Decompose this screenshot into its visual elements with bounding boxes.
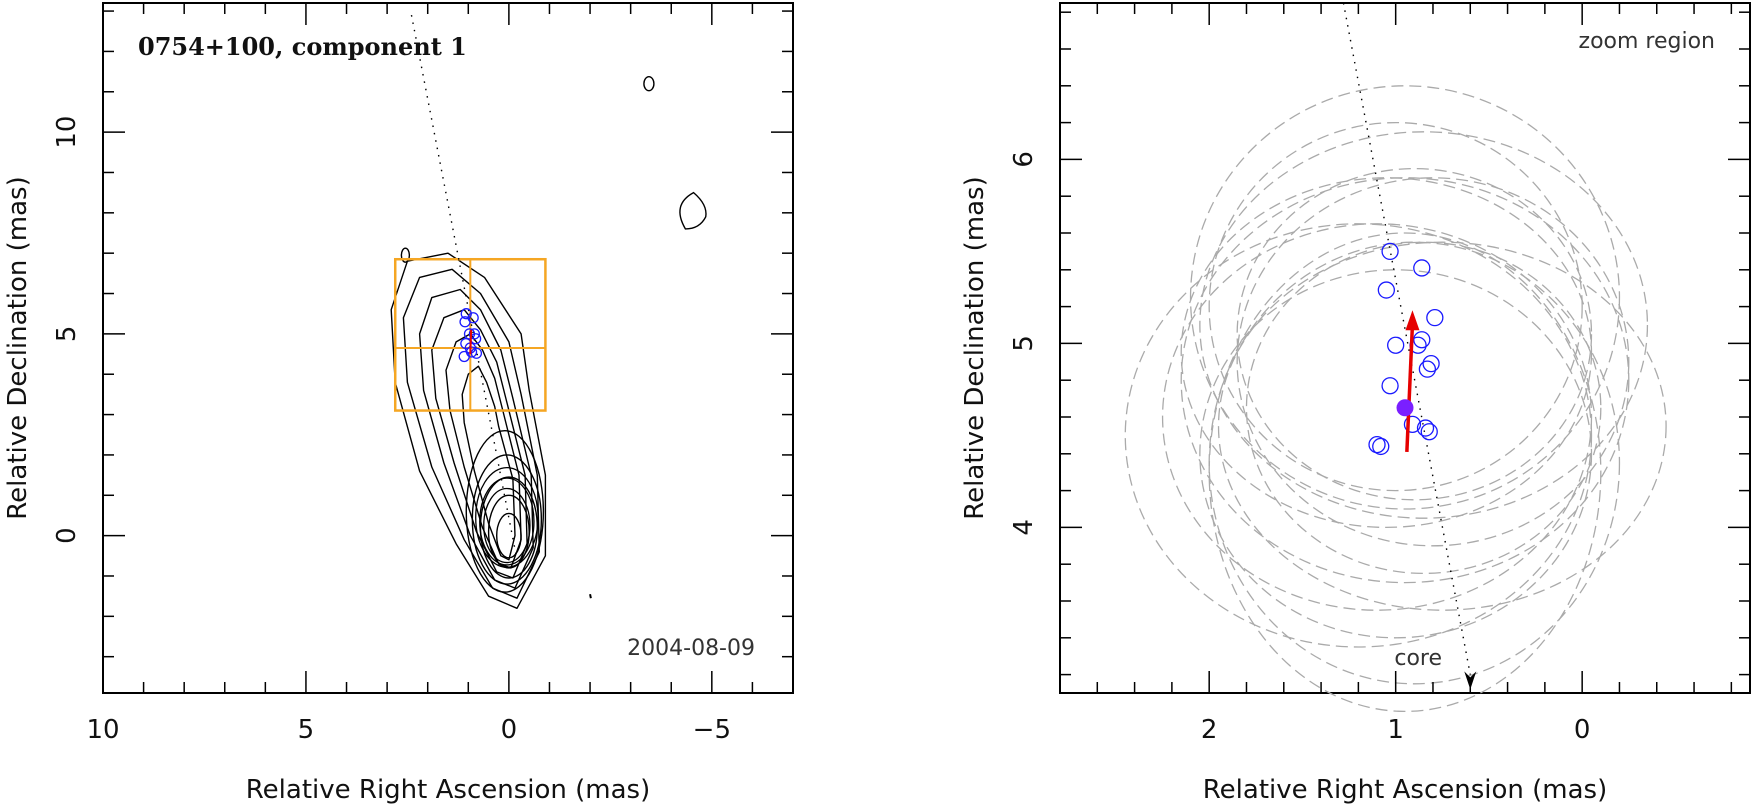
left-x-axis-label: Relative Right Ascension (mas) (246, 775, 650, 805)
x-tick-label: 1 (1387, 715, 1404, 745)
component-point (1377, 281, 1396, 299)
left-panel: 10 5 0 −5 0 5 10 0754+100, component 1 2004-08… (3, 2, 794, 805)
component-point (1416, 419, 1435, 437)
isolated-contour (589, 593, 592, 599)
error-ellipse (1161, 223, 1593, 611)
component-point (1403, 415, 1422, 434)
core-contour-inner (475, 466, 539, 569)
trajectory-line (410, 14, 518, 560)
motion-vector-arrowhead (1405, 310, 1420, 331)
left-ticks: 10 5 0 −5 0 5 10 (52, 3, 794, 745)
core-contour-inner (479, 477, 535, 566)
y-tick-label: 4 (1009, 519, 1039, 536)
component-point (1413, 331, 1431, 349)
jet-contour (418, 288, 534, 589)
isolated-contour (643, 76, 655, 92)
component-point (1413, 259, 1431, 277)
error-ellipse (1245, 241, 1602, 575)
component-point (467, 312, 479, 324)
component-point (1387, 336, 1405, 354)
left-contours (390, 76, 707, 609)
error-ellipse (1236, 177, 1630, 547)
error-ellipse (1124, 223, 1593, 648)
jet-contour (461, 365, 516, 561)
x-tick-label: 0 (1574, 715, 1591, 745)
left-marks (393, 14, 547, 560)
left-y-axis-label: Relative Declination (mas) (3, 176, 33, 519)
x-tick-label: 0 (501, 715, 518, 745)
component-point (1418, 360, 1437, 378)
trajectory-line (1342, 2, 1471, 675)
jet-contour (390, 252, 547, 609)
right-zoom-annotation: zoom region (1579, 29, 1715, 54)
error-ellipse (1208, 232, 1602, 713)
component-point (468, 328, 481, 340)
error-ellipse (1208, 121, 1583, 492)
x-tick-label: −5 (693, 715, 731, 745)
right-marks (1342, 2, 1477, 690)
jet-contour (431, 309, 528, 579)
right-plot-frame (1059, 2, 1751, 694)
y-tick-label: 6 (1009, 151, 1039, 168)
right-error-ellipses (1124, 85, 1667, 713)
motion-vector-small (469, 329, 473, 355)
error-ellipse (1199, 269, 1593, 639)
right-ticks: 2 1 0 4 5 6 (1009, 3, 1750, 745)
error-ellipse (1236, 167, 1593, 501)
left-title: 0754+100, component 1 (138, 32, 467, 61)
error-ellipse (1180, 177, 1593, 529)
component-point (1422, 354, 1440, 373)
core-contour (465, 430, 545, 593)
core-contour (471, 454, 543, 585)
error-ellipse (1217, 241, 1667, 611)
core-contour-inner (483, 487, 531, 564)
error-ellipse (1199, 131, 1649, 519)
mean-position-marker (1396, 399, 1414, 417)
x-tick-label: 2 (1201, 715, 1218, 745)
right-core-annotation: core (1394, 646, 1442, 671)
right-panel: 2 1 0 4 5 6 zoom region core Relative Right A… (960, 2, 1751, 805)
x-tick-label: 5 (298, 715, 315, 745)
component-point (1420, 423, 1438, 441)
error-ellipse (1189, 85, 1621, 510)
right-y-axis-label: Relative Declination (mas) (960, 176, 990, 519)
component-point (1381, 242, 1399, 261)
y-tick-label: 5 (1009, 335, 1039, 352)
left-date-label: 2004-08-09 (627, 636, 755, 661)
component-point (1372, 437, 1390, 456)
component-point (1426, 308, 1444, 327)
component-point (1368, 435, 1386, 454)
isolated-contour (400, 247, 411, 263)
y-tick-label: 0 (52, 527, 82, 544)
component-point (1381, 377, 1399, 395)
error-ellipse (1180, 177, 1630, 584)
y-tick-label: 10 (52, 116, 82, 149)
right-x-axis-label: Relative Right Ascension (mas) (1203, 775, 1607, 805)
motion-vector (1405, 324, 1415, 453)
isolated-contour (679, 191, 707, 230)
left-plot-frame (102, 2, 794, 694)
core-arrow-icon (1464, 671, 1477, 690)
x-tick-label: 10 (86, 715, 119, 745)
component-point (458, 350, 470, 363)
y-tick-label: 5 (52, 326, 82, 343)
core-contour (496, 512, 522, 559)
